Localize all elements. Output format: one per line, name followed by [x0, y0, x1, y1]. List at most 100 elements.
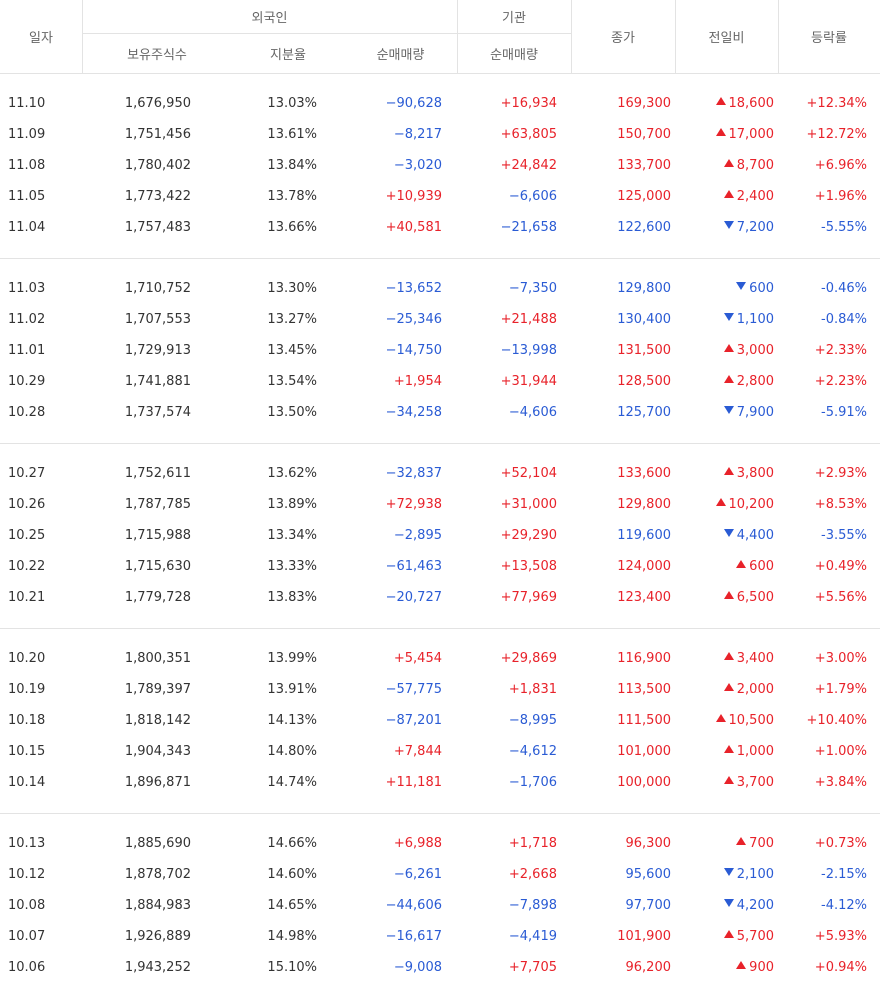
cell-close: 119,600: [571, 520, 671, 551]
cell-rate: +12.72%: [777, 119, 867, 150]
cell-text: 5,700: [736, 929, 774, 944]
cell-text: -0.46%: [821, 281, 867, 296]
cell-rate: -2.15%: [777, 859, 867, 890]
cell-close: 131,500: [571, 335, 671, 366]
cell-text: 1,780,402: [124, 158, 191, 173]
cell-text: 96,300: [625, 836, 672, 851]
cell-foreign-net: +11,181: [342, 767, 442, 798]
cell-change: 2,800: [674, 366, 774, 397]
cell-text: 10.06: [8, 960, 46, 975]
header-share: 지분율: [270, 47, 306, 63]
cell-text: 10.21: [8, 590, 46, 605]
cell-text: −7,898: [508, 898, 557, 913]
cell-foreign-net: −14,750: [342, 335, 442, 366]
cell-text: 2,800: [736, 374, 774, 389]
cell-text: 14.13%: [267, 713, 317, 728]
cell-text: 13.33%: [267, 559, 317, 574]
cell-close: 101,900: [571, 921, 671, 952]
cell-inst-net: +1,831: [457, 674, 557, 705]
cell-close: 169,300: [571, 88, 671, 119]
cell-rate: +3.00%: [777, 643, 867, 674]
cell-text: −90,628: [385, 96, 442, 111]
cell-close: 111,500: [571, 705, 671, 736]
cell-text: −34,258: [385, 405, 442, 420]
cell-change: 8,700: [674, 150, 774, 181]
cell-text: −14,750: [385, 343, 442, 358]
cell-change: 2,400: [674, 181, 774, 212]
cell-text: −8,995: [508, 713, 557, 728]
cell-rate: -3.55%: [777, 520, 867, 551]
cell-text: 14.80%: [267, 744, 317, 759]
cell-text: 13.83%: [267, 590, 317, 605]
cell-text: 10.07: [8, 929, 46, 944]
cell-close: 96,300: [571, 828, 672, 859]
cell-text: 11.10: [8, 96, 46, 111]
cell-text: −8,217: [393, 127, 442, 142]
cell-text: 13.27%: [267, 312, 317, 327]
cell-date: 11.10: [8, 88, 78, 119]
cell-foreign-net: −16,617: [342, 921, 442, 952]
cell-text: 119,600: [617, 528, 671, 543]
cell-text: 14.60%: [267, 867, 317, 882]
header-date: 일자: [29, 31, 53, 46]
cell-text: 11.03: [8, 281, 46, 296]
cell-holdings: 1,737,574: [71, 397, 191, 428]
cell-inst-net: +63,805: [457, 119, 557, 150]
cell-foreign-net: +6,988: [342, 828, 442, 859]
cell-date: 11.05: [8, 181, 78, 212]
cell-rate: +0.49%: [777, 551, 867, 582]
arrow-up: [723, 776, 734, 784]
cell-text: 1,884,983: [124, 898, 191, 913]
cell-text: 1,676,950: [124, 96, 191, 111]
cell-holdings: 1,707,553: [71, 304, 191, 335]
cell-text: 13.45%: [267, 343, 317, 358]
cell-rate: +5.56%: [777, 582, 867, 613]
header-close: 종가: [611, 31, 635, 46]
cell-share: 14.60%: [217, 859, 317, 890]
cell-text: 1,707,553: [124, 312, 191, 327]
cell-inst-net: −6,606: [457, 181, 557, 212]
cell-share: 13.78%: [217, 181, 317, 212]
cell-date: 10.13: [8, 828, 78, 859]
cell-foreign-net: −32,837: [342, 458, 442, 489]
cell-inst-net: −4,612: [457, 736, 557, 767]
cell-holdings: 1,773,422: [71, 181, 191, 212]
cell-text: 7,900: [736, 405, 774, 420]
cell-holdings: 1,818,142: [71, 705, 191, 736]
header-foreign: 외국인: [251, 11, 288, 26]
cell-date: 10.22: [8, 551, 78, 582]
cell-holdings: 1,800,351: [71, 643, 191, 674]
arrow-up: [715, 498, 726, 506]
cell-text: 1,757,483: [124, 220, 191, 235]
cell-holdings: 1,729,913: [71, 335, 191, 366]
cell-share: 15.10%: [217, 952, 317, 983]
cell-text: 2,100: [736, 867, 774, 882]
cell-date: 10.25: [8, 520, 78, 551]
cell-text: 14.65%: [267, 898, 317, 913]
cell-text: 1,000: [736, 744, 774, 759]
cell-text: -5.91%: [821, 405, 867, 420]
arrow-up: [715, 128, 726, 136]
cell-text: +40,581: [385, 220, 442, 235]
cell-inst-net: +13,508: [457, 551, 557, 582]
cell-foreign-net: +1,954: [342, 366, 442, 397]
cell-text: 13.62%: [267, 466, 317, 481]
cell-text: 11.08: [8, 158, 46, 173]
cell-date: 10.06: [8, 952, 78, 983]
cell-holdings: 1,896,871: [71, 767, 191, 798]
cell-text: −2,895: [393, 528, 442, 543]
cell-close: 133,600: [571, 458, 671, 489]
header-institution: 기관: [502, 11, 526, 26]
cell-share: 14.80%: [217, 736, 317, 767]
cell-text: 1,751,456: [124, 127, 191, 142]
cell-close: 125,700: [571, 397, 671, 428]
cell-inst-net: +29,290: [457, 520, 557, 551]
cell-rate: +1.79%: [777, 674, 867, 705]
cell-close: 95,600: [571, 859, 672, 890]
cell-text: +31,000: [500, 497, 557, 512]
cell-change: 1,100: [674, 304, 774, 335]
cell-share: 13.33%: [217, 551, 317, 582]
cell-holdings: 1,757,483: [71, 212, 191, 243]
cell-date: 10.19: [8, 674, 78, 705]
cell-text: 11.05: [8, 189, 46, 204]
